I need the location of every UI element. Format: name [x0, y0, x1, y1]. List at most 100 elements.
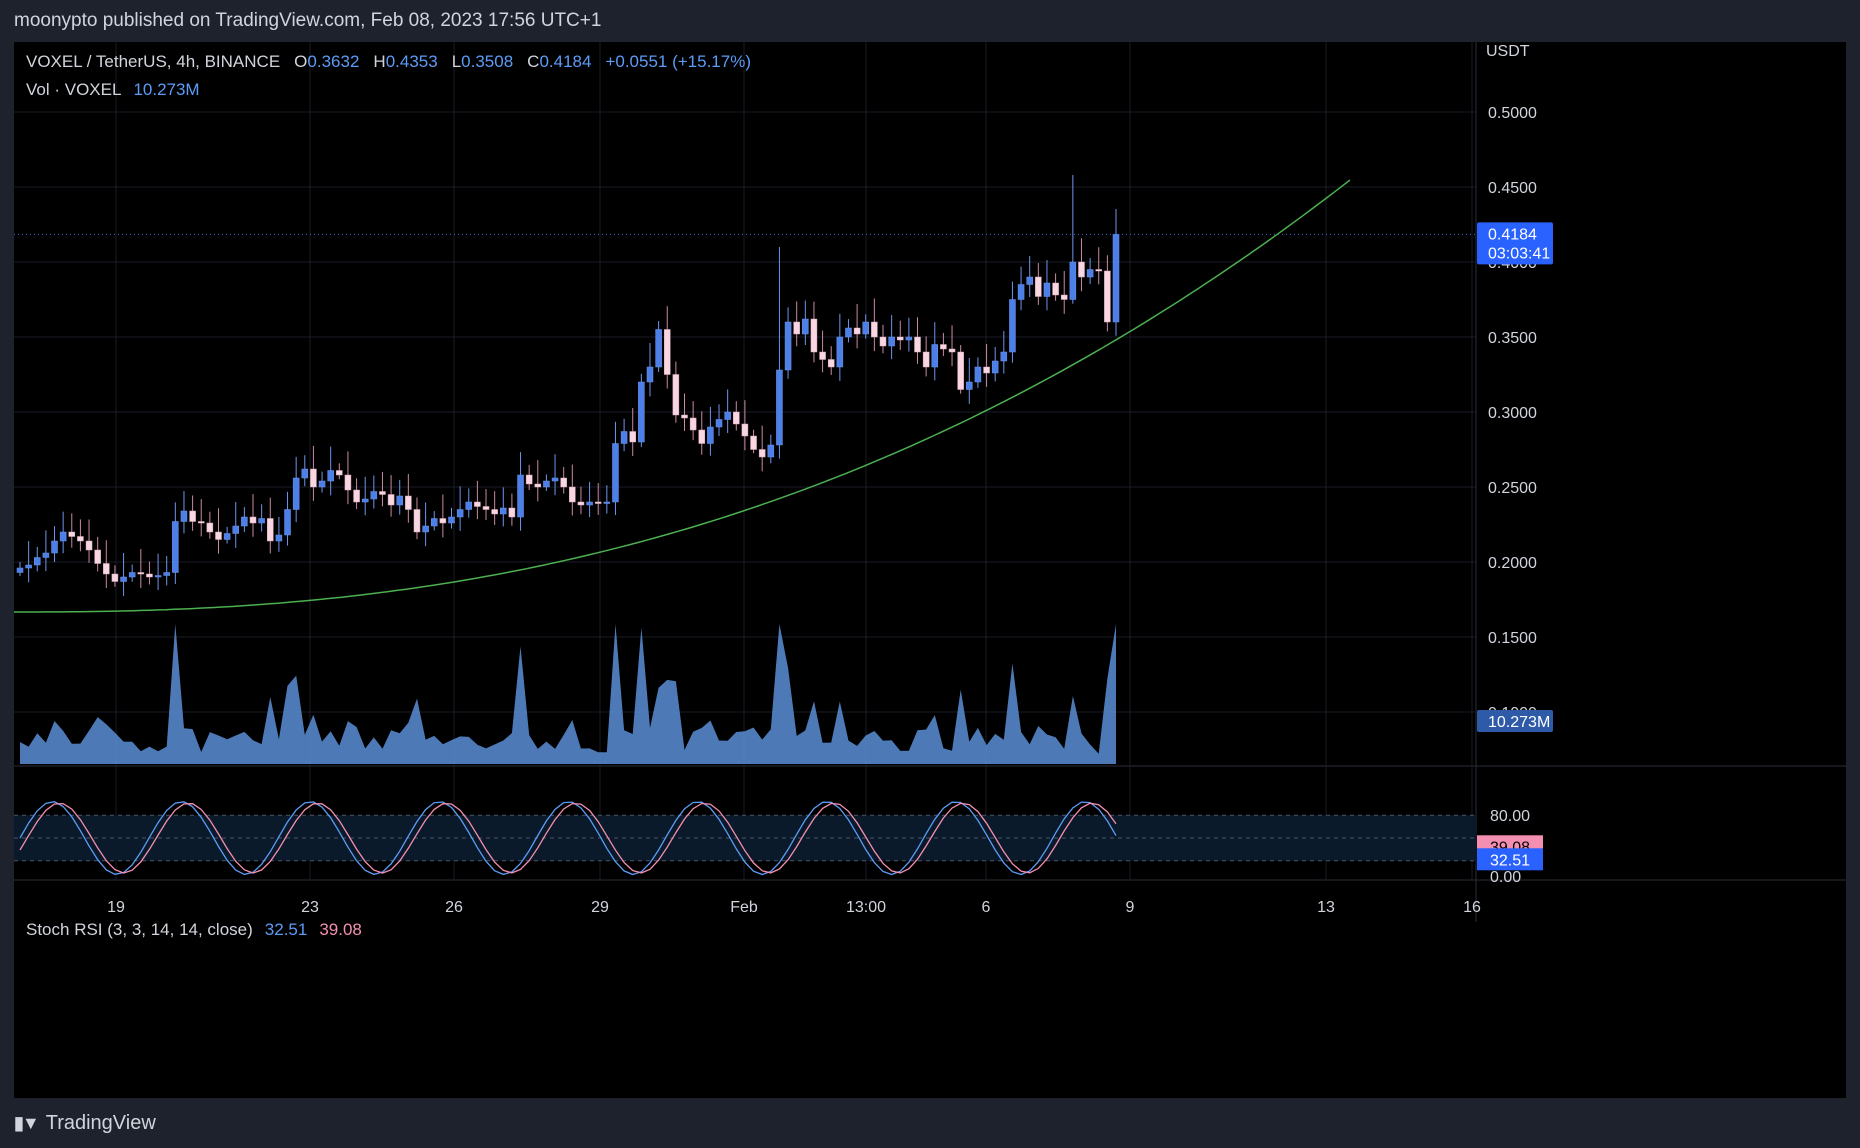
candle-body — [491, 509, 498, 515]
candle-body — [646, 366, 654, 383]
price-tick-label: 0.2000 — [1488, 555, 1537, 572]
candle-body — [888, 336, 895, 347]
footer-brand[interactable]: TradingView — [45, 1111, 156, 1134]
support-curve-line — [14, 179, 1351, 613]
candle-body — [413, 509, 421, 533]
candle-body — [724, 411, 731, 420]
high-value: 0.4353 — [385, 52, 438, 71]
volume-series — [20, 624, 1116, 764]
candle-body — [862, 321, 869, 335]
candle-body — [974, 366, 982, 383]
candle-body — [707, 426, 714, 444]
close-label: C — [527, 52, 540, 71]
price-tick-label: 0.5000 — [1488, 105, 1537, 122]
candle-body — [638, 381, 645, 443]
candle-body — [1009, 299, 1016, 353]
candle-body — [534, 483, 542, 488]
candle-body — [387, 494, 395, 506]
low-value: 0.3508 — [461, 52, 514, 71]
candle-body — [439, 518, 447, 524]
candle-body — [698, 429, 706, 444]
volume-value: 10.273M — [133, 80, 200, 99]
high-label: H — [373, 52, 386, 71]
candle-body — [681, 414, 688, 419]
candle-body — [318, 480, 326, 488]
candle-body — [284, 509, 291, 536]
candle-body — [241, 516, 248, 527]
candle-body — [336, 470, 343, 476]
candle-body — [94, 549, 101, 564]
stoch-rsi-k-badge — [1477, 848, 1543, 871]
candle-body — [146, 573, 153, 578]
candle-body — [594, 501, 602, 504]
candle-body — [1017, 284, 1025, 300]
candle-body — [1052, 282, 1059, 296]
time-tick-label: 26 — [445, 899, 463, 916]
symbol-title[interactable]: VOXEL / TetherUS, 4h, BINANCE — [26, 52, 281, 71]
time-tick-label: 13 — [1317, 899, 1335, 916]
price-tick-label: 0.2500 — [1488, 480, 1537, 497]
axes: USDT0.50000.45000.40000.35000.30000.2500… — [14, 43, 1553, 916]
change-value: +0.0551 (+15.17%) — [605, 52, 751, 71]
candle-body — [784, 321, 792, 371]
candle-body — [629, 431, 636, 443]
stoch-rsi-k-line — [19, 801, 1117, 876]
candle-body — [42, 552, 50, 558]
candle-body — [853, 327, 861, 335]
candle-body — [172, 521, 179, 573]
candle-body — [810, 318, 818, 353]
candle-body — [767, 444, 775, 458]
open-label: O — [294, 52, 308, 71]
candle-body — [85, 540, 93, 551]
candle-body — [655, 329, 662, 368]
time-tick-label: 29 — [591, 899, 609, 916]
stoch-rsi-k-value: 32.51 — [264, 920, 308, 939]
candle-body — [802, 318, 809, 335]
stoch-rsi-label[interactable]: Stoch RSI (3, 3, 14, 14, close) — [26, 920, 253, 939]
candle-body — [267, 518, 274, 542]
candle-body — [137, 572, 145, 575]
candle-countdown: 03:03:41 — [1488, 245, 1550, 262]
candle-body — [922, 351, 930, 368]
candle-body — [163, 572, 170, 576]
candle-body — [603, 501, 611, 504]
symbol-legend: VOXEL / TetherUS, 4h, BINANCE O0.3632 H0… — [26, 52, 751, 72]
candle-body — [905, 336, 913, 341]
price-tick-label: 0.4500 — [1488, 180, 1537, 197]
open-value: 0.3632 — [307, 52, 360, 71]
candle-body — [551, 477, 559, 482]
candle-body — [586, 501, 593, 506]
candle-body — [750, 435, 757, 450]
candle-body — [672, 374, 680, 416]
candle-body — [1078, 261, 1085, 278]
candle-body — [741, 423, 749, 437]
candle-body — [223, 533, 231, 540]
candle-body — [819, 351, 826, 360]
candle-body — [871, 321, 878, 338]
candle-body — [1043, 282, 1051, 297]
candle-body — [1000, 351, 1008, 362]
candle-body — [258, 518, 265, 524]
candle-body — [344, 474, 352, 491]
candle-body — [361, 498, 369, 503]
candle-body — [897, 336, 904, 341]
time-tick-label: 6 — [982, 899, 991, 916]
stoch-rsi-d-value: 39.08 — [319, 920, 362, 939]
candle-body — [793, 321, 800, 335]
time-tick-label: Feb — [730, 899, 758, 916]
volume-label[interactable]: Vol · VOXEL — [26, 80, 122, 99]
last-price-value: 0.4184 — [1488, 226, 1537, 243]
support-curve — [14, 179, 1351, 613]
low-label: L — [451, 52, 462, 71]
candle-body — [569, 486, 576, 503]
candle-body — [1060, 294, 1068, 300]
candle-body — [77, 536, 84, 542]
volume-badge — [1477, 710, 1553, 732]
tradingview-logo-icon[interactable]: ▮▼ — [14, 1112, 40, 1133]
candle-body — [301, 468, 309, 479]
candle-body — [430, 518, 438, 527]
candle-body — [120, 576, 127, 582]
candle-body — [931, 344, 939, 368]
